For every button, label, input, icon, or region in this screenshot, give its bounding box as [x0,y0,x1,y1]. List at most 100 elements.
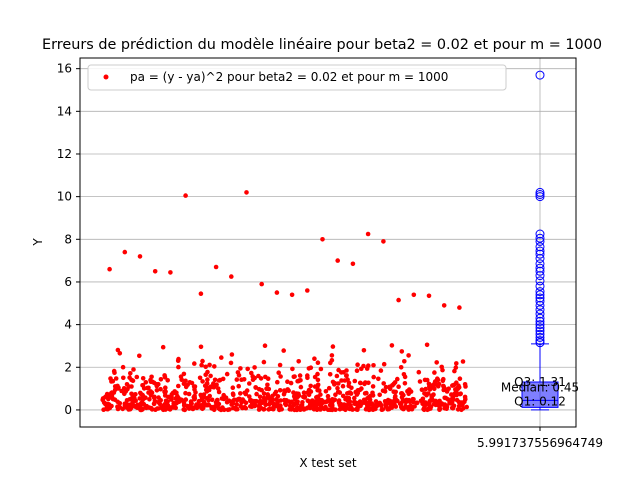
data-point [371,363,376,368]
data-point [271,403,277,409]
data-point [337,406,343,412]
data-point [433,398,438,404]
data-point [416,369,422,375]
data-point [168,270,173,275]
y-tick-label: 14 [57,104,72,118]
data-point [437,406,443,412]
data-point [275,394,281,399]
data-point [447,400,452,406]
data-point [428,397,434,403]
data-point [361,348,367,353]
data-point [228,360,234,366]
data-point [265,393,271,399]
data-point [108,376,113,381]
data-point [333,392,338,398]
outlier-point [535,249,545,259]
data-point [235,370,241,375]
data-point [181,371,187,377]
data-point [210,384,215,390]
data-point [167,405,173,411]
data-point [292,407,297,413]
data-point [129,377,134,383]
y-tick-label: 4 [64,318,72,332]
data-point [230,399,235,404]
data-point [221,392,226,398]
y-tick-label: 6 [64,275,72,289]
data-point [355,388,361,394]
data-point [398,365,404,370]
data-point [120,364,126,370]
data-point [129,384,134,389]
data-point [302,395,307,400]
data-point [247,381,252,386]
data-point [349,405,354,411]
data-point [336,381,341,386]
data-point [381,239,386,244]
data-point [285,387,291,392]
data-point [215,397,220,403]
data-point [115,404,120,410]
data-point [138,401,144,406]
data-point [117,401,123,406]
data-point [450,383,455,388]
data-point [457,376,463,382]
data-point [128,371,133,376]
data-point [201,399,207,405]
data-point [205,369,210,375]
data-point [176,383,181,389]
data-point [193,390,198,395]
data-point [453,365,459,370]
outlier-point [535,263,545,273]
data-point [134,374,140,380]
data-point [362,381,367,387]
data-point [238,391,243,396]
data-point [203,387,209,393]
outlier-point [535,293,545,303]
data-point [259,387,265,393]
data-point [365,231,371,237]
data-point [301,390,307,396]
data-point [326,385,332,391]
data-point [231,392,236,398]
data-point [288,380,294,386]
data-point [156,399,161,405]
data-point [361,363,366,369]
data-point [404,397,409,403]
data-point [301,406,307,411]
y-axis: 0 2 4 6 8 10 12 14 16 [57,62,80,417]
data-point [227,407,232,412]
data-point [441,384,447,389]
data-point [160,344,166,350]
y-tick-label: 2 [64,360,72,374]
data-point [348,391,354,396]
data-point [183,390,188,396]
data-point [220,376,226,382]
data-point [433,381,438,387]
data-point [389,343,395,348]
data-point [120,406,125,412]
data-point [200,358,205,364]
data-point [234,377,240,382]
data-point [163,385,168,391]
data-point [426,407,431,412]
outlier-point [535,316,545,326]
data-point [454,361,459,366]
data-point [124,382,130,387]
data-point [219,355,224,360]
data-point [434,360,440,365]
data-point [454,380,459,386]
data-point [158,386,163,392]
data-point [336,367,341,373]
data-point [252,365,257,370]
data-point [192,397,197,402]
data-point [411,399,416,405]
data-point [364,366,370,371]
data-point [354,368,360,374]
data-point [169,397,174,402]
outlier-point [535,281,545,291]
data-point [198,291,204,297]
data-point [224,371,230,377]
legend: pa = (y - ya)^2 pour beta2 = 0.02 et pou… [87,64,507,91]
data-point [300,400,305,405]
data-point [378,368,384,373]
